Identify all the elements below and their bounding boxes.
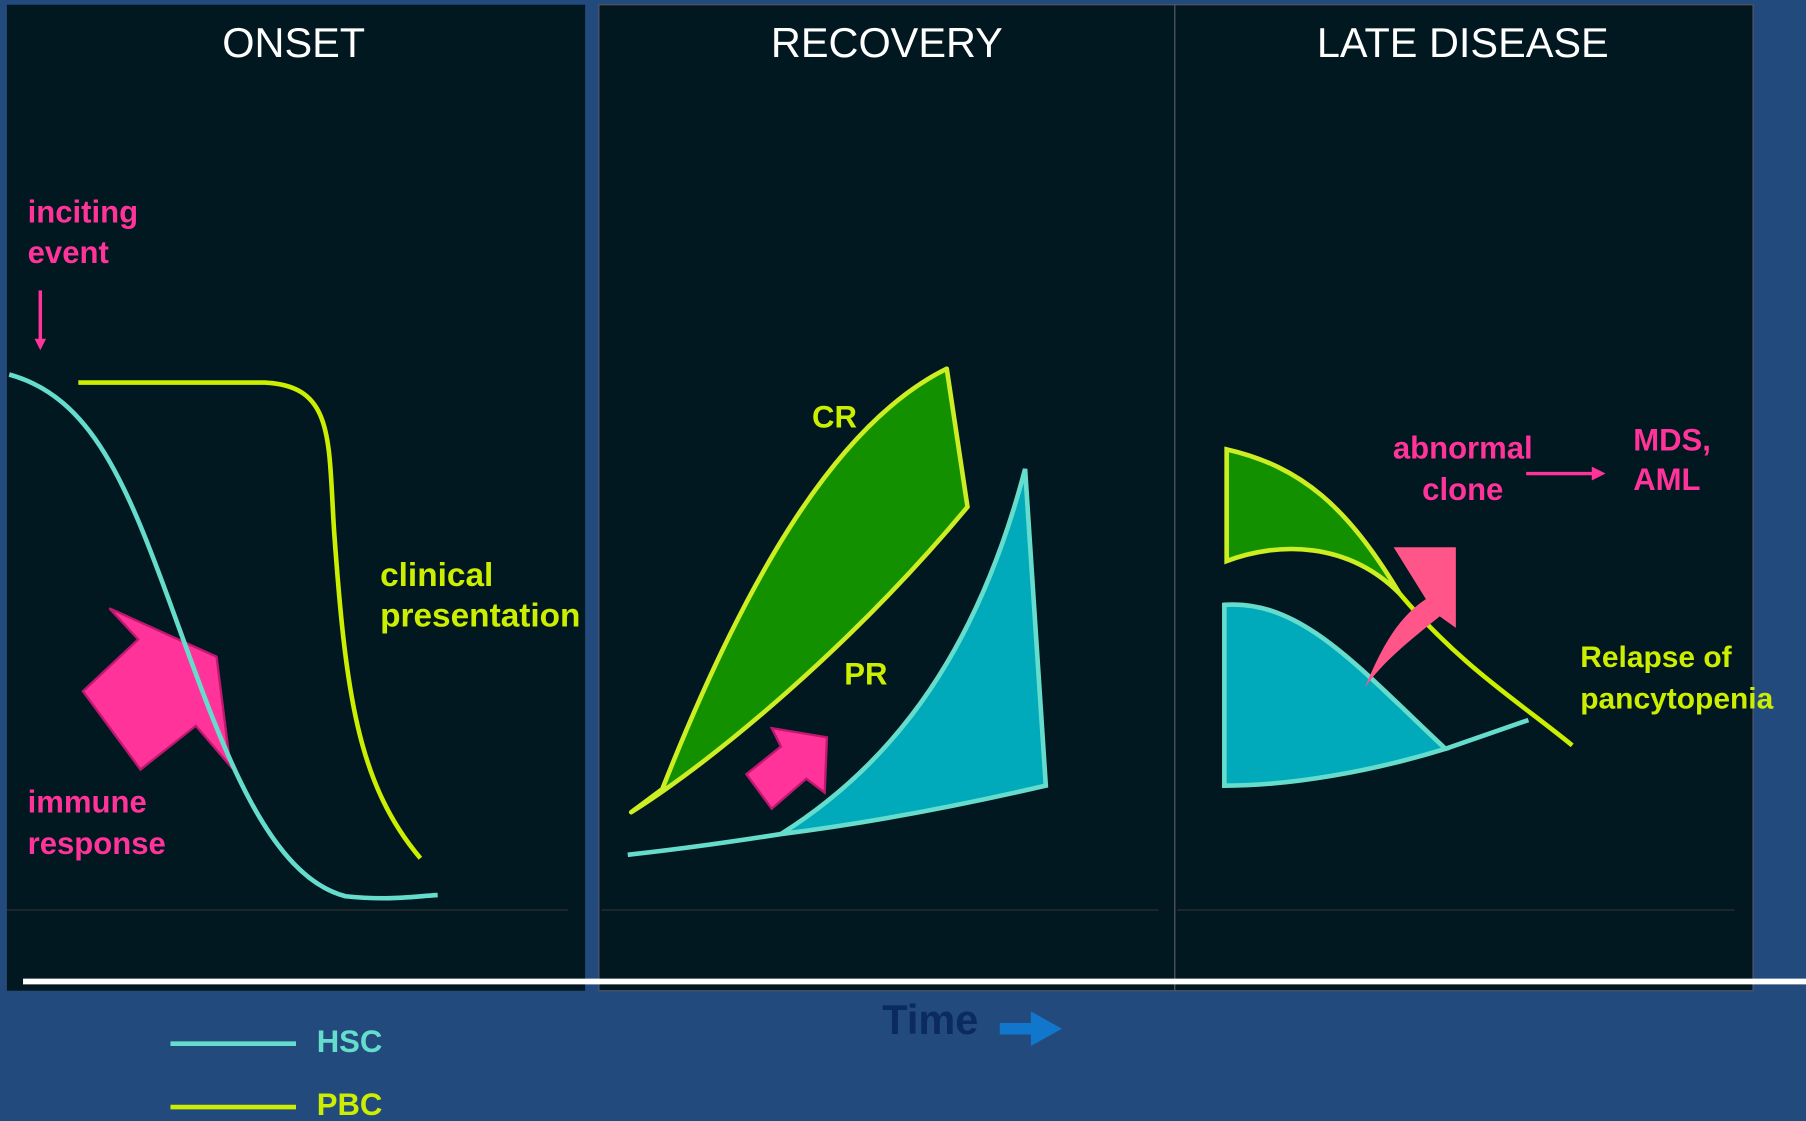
panel-title: ONSET bbox=[222, 19, 365, 66]
legend-label: PBC bbox=[317, 1087, 383, 1121]
label: presentation bbox=[380, 597, 580, 634]
label: CR bbox=[812, 400, 857, 435]
label: clone bbox=[1422, 472, 1503, 507]
label: AML bbox=[1633, 462, 1700, 497]
label: event bbox=[28, 235, 109, 270]
axis-label: Time bbox=[882, 996, 978, 1043]
diagram: ONSET RECOVERY LATE DISEASE inciting eve… bbox=[0, 0, 1806, 1121]
label: response bbox=[28, 826, 166, 861]
label: immune bbox=[28, 784, 147, 819]
label: pancytopenia bbox=[1580, 682, 1773, 715]
label: inciting bbox=[28, 195, 139, 230]
panel-title: LATE DISEASE bbox=[1317, 19, 1609, 66]
label: Relapse of bbox=[1580, 641, 1732, 674]
page: {"panels":[ {"title":"ONSET","labels":[{… bbox=[0, 0, 1806, 1121]
panel-title: RECOVERY bbox=[771, 19, 1003, 66]
label: abnormal bbox=[1393, 431, 1533, 466]
legend-label: HSC bbox=[317, 1024, 383, 1059]
label: MDS, bbox=[1633, 423, 1711, 458]
label: PR bbox=[844, 656, 887, 691]
label: clinical bbox=[380, 557, 493, 594]
